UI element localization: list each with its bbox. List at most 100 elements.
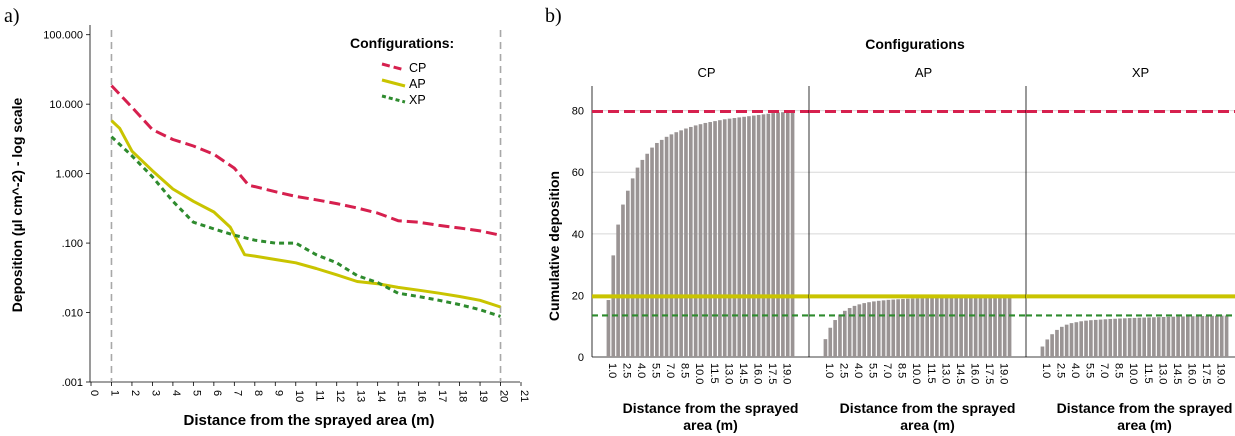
x-tick-label: 16 [416,390,428,402]
bar [823,339,828,357]
bar [1050,334,1054,357]
bar [988,296,993,357]
x-tick-label: 14 [375,390,387,402]
bar [833,320,837,357]
bar [964,297,968,357]
y-tick-label: 80 [572,106,584,118]
y-tick-label: 1.000 [55,169,83,181]
bar [1132,317,1137,357]
bar [722,119,727,357]
x-tick-label: 16.0 [968,363,980,384]
bar [1093,319,1098,357]
x-tick-label: 16.0 [751,363,763,384]
x-tick-label: 18 [457,390,469,402]
x-tick-label: 11.5 [925,363,937,384]
panel-a-x-axis-label: Distance from the sprayed area (m) [184,412,435,429]
bar [1002,296,1007,357]
panel-a-legend: Configurations: CP AP XP [350,35,454,107]
y-tick-label: 20 [572,290,584,302]
bar [862,303,867,357]
x-tick-label: 19.0 [1214,363,1226,384]
x-tick-label: 11.5 [708,363,720,384]
bar [891,299,896,357]
x-tick-label: 17.5 [983,363,995,384]
x-tick-label: 13.0 [1156,363,1168,384]
bar [1127,318,1132,357]
facet-x-axis-label: Distance from the sprayed area (m) [840,400,1016,433]
bar [1142,317,1147,357]
facet-title: XP [1132,65,1149,80]
bar [781,112,785,357]
bar [1064,324,1069,357]
bar [693,125,698,357]
bar [1007,296,1012,357]
bar [1103,319,1108,357]
panel-a-letter: a) [4,5,20,27]
x-tick-label: 1 [109,390,121,396]
x-tick-label: 11.5 [1142,363,1154,384]
bar [708,122,713,357]
bar [1098,319,1103,357]
bar [1205,315,1210,357]
legend-label-cp: CP [409,61,426,75]
bar [1040,346,1045,357]
facet-ap: AP 1.0 2.5 4.0 5.5 7.0 8.5 10.0 11.5 13.0 14.5 16.0… [808,65,1026,433]
bar [1210,315,1214,357]
bar [727,118,732,357]
x-tick-label: 16.0 [1185,363,1197,384]
x-tick-label: 14.5 [1171,363,1183,384]
panel-a-y-axis-label: Deposition (µl cm^-2) - log scale [9,97,25,312]
bar [998,296,1002,357]
panel-a-y-ticks: .001 .010 .100 1.000 10.000 100.000 [43,30,90,389]
bar [688,126,693,358]
x-tick-label: 1.0 [1040,363,1052,378]
x-tick-label: 5.5 [867,363,879,378]
bar [635,167,640,357]
x-tick-label: 21 [518,390,530,402]
panel-b-y-axis-label: Cumulative deposition [546,171,562,321]
y-tick-label: 100.000 [43,30,83,42]
x-tick-label: 13 [354,390,366,402]
y-tick-label: 40 [572,229,584,241]
bar [1079,321,1084,357]
bar [1147,317,1151,357]
bar [939,297,944,357]
bar [920,298,925,357]
x-tick-label: 13.0 [939,363,951,384]
x-axis-label-line-2: area (m) [683,417,737,433]
x-tick-label: 9 [272,390,284,396]
bar [790,111,795,357]
y-tick-label: 10.000 [49,99,83,111]
facet-x-axis-label: Distance from the sprayed area (m) [623,400,799,433]
x-tick-label: 2.5 [838,363,850,378]
x-tick-label: 8.5 [896,363,908,378]
bar [968,296,973,357]
bar [983,296,988,357]
x-tick-label: 14.5 [954,363,966,384]
bar [698,124,703,357]
facet-xp: XP 1.0 2.5 4.0 5.5 7.0 8.5 10.0 11.5 13.0 14.5 16.0… [1025,65,1235,433]
x-tick-label: 4.0 [635,363,647,378]
facet-title: AP [915,65,932,80]
bar [886,299,891,357]
bar [1215,315,1219,357]
series-line-xp [110,135,501,318]
bar [1156,317,1161,357]
bar [664,136,669,357]
bar [973,296,978,357]
x-tick-label: 6 [211,390,223,396]
bar [1200,316,1205,357]
x-tick-label: 11 [313,390,325,401]
bar [1224,315,1229,357]
facet-cp: CP 1.0 2.5 4.0 5.5 7.0 8.5 10.0 11.5 13.0 14.5 16.0… [591,65,809,433]
bar [915,298,920,357]
bar [1190,316,1195,357]
bar [1161,316,1166,357]
bar [718,120,722,357]
bar [1195,316,1200,357]
x-tick-label: 5 [190,390,202,396]
x-tick-label: 14.5 [737,363,749,384]
x-tick-label: 0 [88,390,100,396]
x-tick-label: 4 [170,390,182,396]
